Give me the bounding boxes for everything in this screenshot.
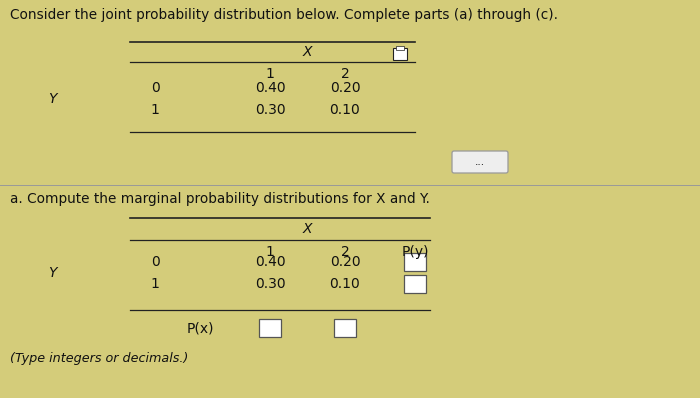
Text: 0.20: 0.20	[330, 81, 360, 95]
Bar	[259, 319, 281, 337]
Bar	[404, 253, 426, 271]
Text: 2: 2	[341, 67, 349, 81]
Bar	[396, 46, 404, 50]
Text: (Type integers or decimals.): (Type integers or decimals.)	[10, 352, 188, 365]
Text: 0.10: 0.10	[330, 277, 360, 291]
Text: 0.40: 0.40	[255, 255, 286, 269]
Text: 0.30: 0.30	[255, 277, 286, 291]
Text: Y: Y	[48, 266, 57, 280]
Text: a. Compute the marginal probability distributions for X and Y.: a. Compute the marginal probability dist…	[10, 192, 430, 206]
Bar	[404, 275, 426, 293]
Text: P(y): P(y)	[401, 245, 428, 259]
Text: Consider the joint probability distribution below. Complete parts (a) through (c: Consider the joint probability distribut…	[10, 8, 558, 22]
Text: 2: 2	[341, 245, 349, 259]
Text: ...: ...	[475, 157, 485, 167]
Text: 1: 1	[265, 245, 274, 259]
Text: 0.30: 0.30	[255, 103, 286, 117]
Text: 0.10: 0.10	[330, 103, 360, 117]
Text: 0.20: 0.20	[330, 255, 360, 269]
Text: 0: 0	[150, 255, 160, 269]
Text: 1: 1	[150, 277, 160, 291]
FancyBboxPatch shape	[452, 151, 508, 173]
Text: 1: 1	[150, 103, 160, 117]
Bar	[393, 48, 407, 60]
Text: P(x): P(x)	[186, 321, 214, 335]
Text: X: X	[302, 222, 312, 236]
Text: 0.40: 0.40	[255, 81, 286, 95]
Text: Y: Y	[48, 92, 57, 106]
Text: 1: 1	[265, 67, 274, 81]
Text: 0: 0	[150, 81, 160, 95]
Text: X: X	[302, 45, 312, 59]
Bar	[334, 319, 356, 337]
